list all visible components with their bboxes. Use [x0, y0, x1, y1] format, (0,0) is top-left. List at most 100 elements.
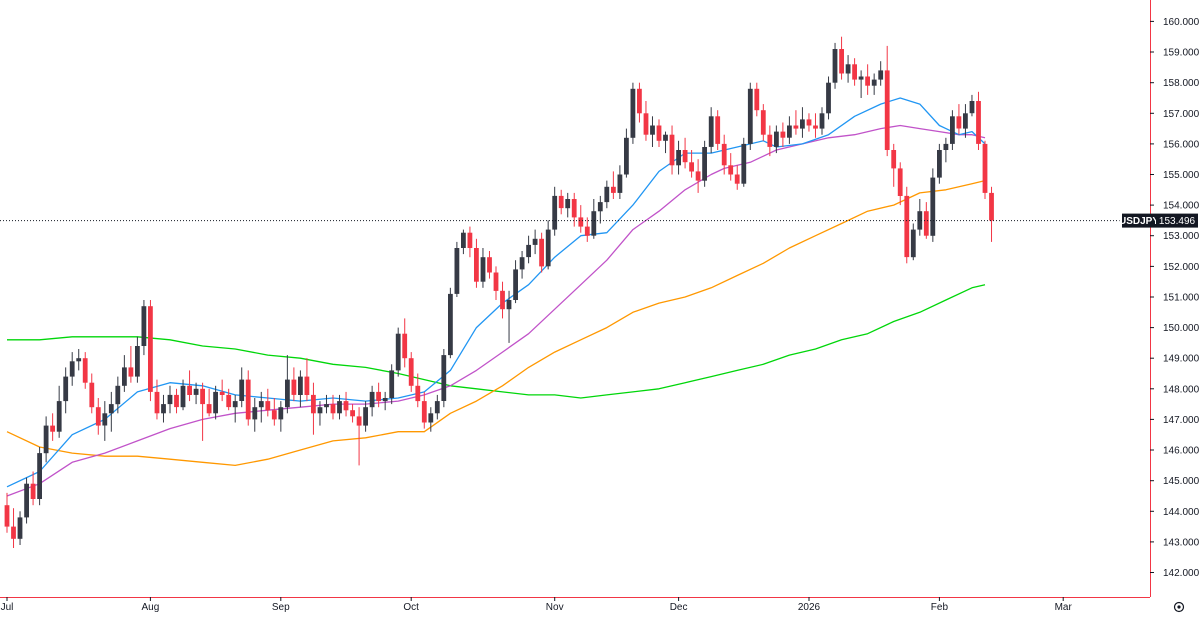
candle	[167, 385, 173, 414]
candle	[637, 82, 642, 123]
candle-body	[519, 257, 525, 270]
candle	[128, 346, 134, 383]
candle	[793, 110, 799, 135]
candle-body	[734, 174, 740, 184]
candle	[806, 113, 812, 132]
candle	[956, 104, 962, 135]
candle-body	[715, 116, 721, 144]
candle-body	[324, 404, 329, 408]
time-tick-label: Oct	[403, 602, 419, 613]
candle	[858, 70, 864, 98]
candle	[408, 352, 414, 392]
candle-body	[304, 376, 310, 395]
candle	[180, 379, 186, 411]
candle-body	[180, 385, 186, 408]
candle	[734, 165, 740, 190]
candle	[63, 367, 69, 414]
candle-body	[578, 217, 584, 227]
candle	[219, 379, 225, 402]
candle-body	[871, 79, 877, 86]
candle-body	[252, 407, 258, 420]
candle	[350, 404, 355, 423]
candle	[754, 82, 760, 117]
candle	[558, 189, 564, 215]
candle	[330, 394, 336, 420]
candle	[239, 367, 245, 408]
time-tick-label: Mar	[1055, 602, 1073, 613]
candle	[611, 171, 616, 199]
candle-body	[617, 174, 623, 193]
candle	[839, 36, 844, 80]
candle-body	[819, 113, 825, 129]
candle-body	[565, 199, 571, 209]
candle	[291, 367, 297, 402]
candle	[969, 94, 975, 117]
candle	[148, 300, 153, 402]
symbol-label-bg	[1122, 213, 1156, 228]
candle	[11, 508, 16, 548]
candle-body	[682, 150, 688, 163]
candle-body	[187, 385, 192, 395]
candle-body	[343, 401, 349, 411]
candle-body	[285, 379, 290, 408]
candle	[650, 116, 655, 147]
candle-body	[200, 388, 205, 405]
candle-body	[213, 391, 218, 414]
time-tick-label: Jul	[1, 602, 14, 613]
candle-body	[526, 244, 531, 258]
candle-body	[923, 211, 929, 236]
candle	[506, 290, 512, 343]
price-tick-label: 157.000	[1163, 109, 1199, 120]
candle	[382, 391, 388, 411]
candle-body	[558, 195, 564, 209]
candle	[669, 125, 675, 175]
candle-body	[624, 137, 629, 175]
candle	[161, 394, 166, 423]
candle-body	[676, 150, 681, 166]
candle	[767, 125, 773, 157]
candle-body	[441, 355, 447, 401]
price-tick-label: 160.000	[1163, 17, 1199, 28]
candle	[513, 260, 518, 304]
time-axis[interactable]: Jul Aug Sep Oct Nov Dec 2026 Feb Mar	[1, 597, 1073, 613]
settings-icon[interactable]	[1173, 601, 1185, 613]
candle-body	[741, 143, 747, 184]
ma-orange-line	[6, 179, 986, 467]
candle-body	[128, 367, 134, 377]
candle	[539, 232, 544, 273]
candle-body	[428, 413, 434, 423]
candle	[552, 186, 558, 236]
candle	[206, 388, 212, 417]
candle-body	[43, 425, 49, 454]
candle-body	[363, 407, 368, 426]
candle	[832, 42, 838, 89]
candle-body	[891, 150, 897, 169]
candle	[252, 398, 258, 432]
candle	[819, 107, 825, 135]
candle	[304, 358, 310, 402]
candle-body	[232, 401, 238, 408]
candle	[265, 388, 271, 417]
price-tick-label: 156.000	[1163, 139, 1199, 150]
candle-body	[63, 376, 69, 402]
candle-body	[82, 358, 88, 383]
candle	[813, 113, 818, 138]
candle	[115, 376, 121, 414]
candle	[95, 398, 101, 435]
candle	[363, 401, 368, 432]
time-tick-label: 2026	[798, 602, 821, 613]
candle	[532, 229, 538, 255]
candle-body	[467, 232, 473, 248]
price-axis[interactable]: 160.000 159.000 158.000 157.000 156.000 155.0…	[1150, 17, 1199, 579]
candle	[493, 266, 499, 300]
candle-body	[584, 226, 590, 236]
candle-body	[108, 404, 114, 414]
candle	[591, 199, 597, 239]
candle	[213, 385, 218, 420]
candle	[702, 140, 707, 187]
candle-body	[539, 238, 544, 267]
moving-averages	[6, 97, 986, 497]
candle	[989, 186, 994, 242]
candle-body	[774, 131, 779, 147]
